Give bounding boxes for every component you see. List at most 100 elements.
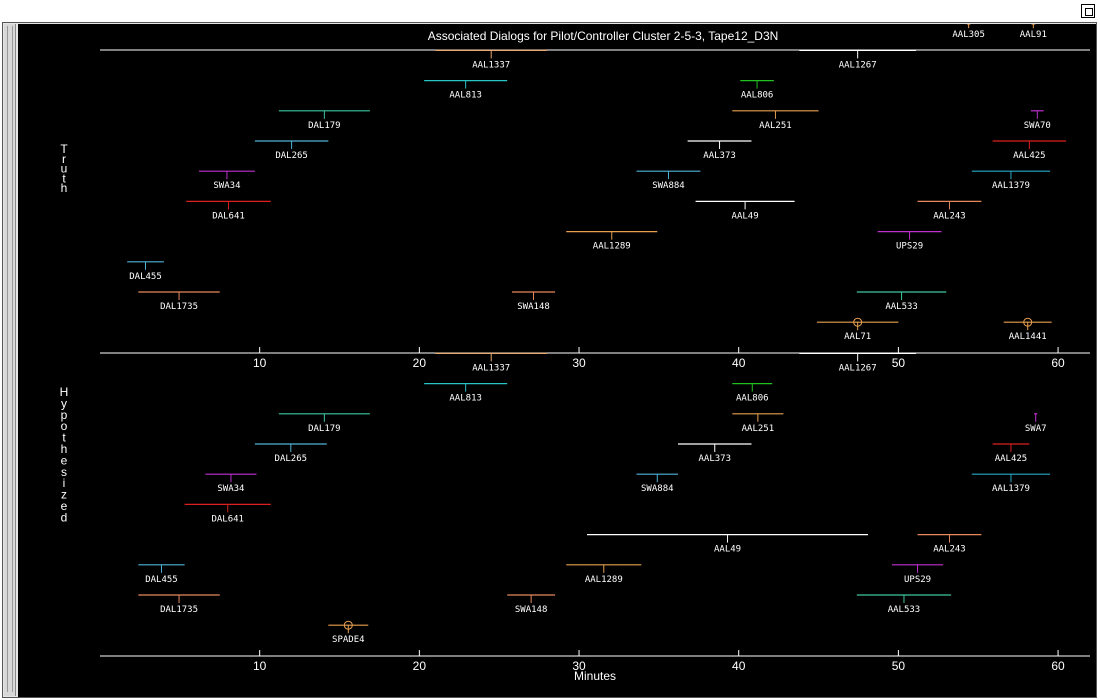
panel-label-letter: r [62, 152, 66, 166]
dialog-interval: SWA34 [205, 473, 257, 494]
dialog-interval: AAL305 [952, 24, 985, 40]
dialog-interval: DAL179 [278, 413, 370, 434]
x-tick-label: 20 [413, 659, 427, 673]
dialog-interval: AAL243 [917, 200, 982, 221]
interval-label: AAL533 [885, 302, 918, 312]
interval-label: DAL641 [211, 514, 244, 524]
interval-label: SWA7 [1025, 424, 1047, 434]
interval-label: DAL455 [129, 272, 162, 282]
chart-background [18, 24, 1096, 697]
interval-label: AAL806 [736, 394, 769, 404]
panel-label-letter: e [61, 499, 68, 513]
interval-label: DAL1735 [160, 605, 198, 615]
panel-label-letter: u [61, 162, 68, 176]
interval-label: AAL1267 [839, 363, 877, 373]
interval-marker-circle [1023, 317, 1033, 327]
interval-label: AAL243 [933, 545, 966, 555]
interval-label: AAL1441 [1009, 332, 1047, 342]
interval-label: AAL425 [995, 454, 1028, 464]
interval-label: DAL265 [275, 454, 308, 464]
x-tick-label: 10 [253, 659, 267, 673]
interval-label: AAL91 [1020, 30, 1047, 40]
interval-label: AAL373 [703, 151, 736, 161]
dialog-interval: DAL1735 [138, 291, 220, 312]
x-tick-label: 10 [253, 356, 267, 370]
interval-label: AAL425 [1013, 151, 1046, 161]
x-tick-label: 40 [732, 659, 746, 673]
dialog-interval: AAL49 [695, 200, 795, 221]
interval-label: DAL641 [212, 211, 245, 221]
interval-marker-circle [853, 317, 863, 327]
dialog-interval: AAL1379 [971, 170, 1051, 191]
interval-label: AAL71 [844, 332, 871, 342]
interval-label: DAL179 [308, 121, 341, 131]
interval-label: AAL533 [888, 605, 921, 615]
interval-label: AAL243 [933, 211, 966, 221]
dialog-interval: SPADE4 [328, 620, 369, 645]
interval-label: AAL1267 [839, 60, 877, 70]
dialog-interval: AAL373 [687, 140, 752, 161]
dialog-interval: AAL251 [732, 413, 784, 434]
dialog-interval: AAL1441 [1003, 317, 1052, 342]
interval-marker-circle [343, 620, 353, 630]
panel-label-letter: e [61, 453, 68, 467]
interval-label: AAL373 [699, 454, 732, 464]
x-tick-label: 50 [892, 356, 906, 370]
x-tick-label: 40 [732, 356, 746, 370]
panel-label-letter: y [61, 396, 67, 410]
dialog-interval: AAL91 [1020, 24, 1047, 40]
interval-label: AAL1289 [593, 242, 631, 252]
dialog-interval: AAL533 [856, 291, 947, 312]
panel-label-letter: T [60, 142, 68, 156]
interval-label: SWA148 [515, 605, 548, 615]
dialog-timeline-chart: Associated Dialogs for Pilot/Controller … [18, 24, 1096, 697]
interval-label: DAL1735 [160, 302, 198, 312]
dialog-interval: AAL813 [424, 79, 508, 101]
dialog-interval: SWA884 [636, 473, 679, 494]
dialog-interval: AAL49 [587, 534, 869, 555]
dialog-interval: AAL251 [732, 110, 819, 131]
dialog-interval: AAL373 [678, 443, 752, 464]
panel-label-letter: h [61, 442, 68, 456]
panel-label-letter: t [62, 171, 66, 185]
chart-panels: 10 20 30 40 50 60TruthDAL455DAL1735DAL641SWA3… [60, 24, 1090, 673]
dialog-interval: AAL71 [816, 317, 899, 342]
interval-label: AAL1289 [585, 575, 623, 585]
interval-label: AAL813 [449, 394, 482, 404]
panel-label-letter: o [61, 419, 68, 433]
chart-title: Associated Dialogs for Pilot/Controller … [428, 29, 779, 43]
interval-label: AAL1337 [472, 363, 510, 373]
dialog-interval: DAL641 [184, 503, 271, 524]
dialog-interval: DAL265 [254, 443, 327, 464]
dialog-interval: AAL533 [856, 594, 952, 615]
interval-label: AAL806 [741, 91, 774, 101]
interval-label: DAL455 [145, 575, 178, 585]
x-axis-label: Minutes [574, 669, 616, 683]
interval-label: AAL1379 [992, 484, 1030, 494]
dialog-interval: SWA884 [636, 170, 701, 191]
panel-hypothesized: 10 20 30 40 50 60HypothesizedSPADE4DAL1735DAL… [60, 352, 1090, 673]
interval-label: DAL265 [275, 151, 308, 161]
dialog-interval: AAL806 [732, 383, 773, 404]
dialog-interval: UPS29 [877, 231, 942, 252]
x-tick-label: 30 [572, 356, 586, 370]
dialog-interval: SWA148 [511, 291, 556, 312]
panel-label-letter: d [61, 510, 68, 524]
interval-label: AAL305 [952, 30, 985, 40]
dialog-interval: SWA34 [199, 170, 255, 191]
dialog-interval: SWA70 [1024, 110, 1051, 131]
panel-label-letter: p [61, 408, 68, 422]
interval-label: AAL49 [714, 545, 741, 555]
panel-label-letter: t [62, 431, 66, 445]
dialog-interval: AAL806 [740, 79, 774, 101]
interval-label: AAL49 [732, 211, 759, 221]
window-maximize-button[interactable] [1081, 4, 1095, 18]
panel-label-letter: s [61, 465, 67, 479]
dialog-interval: AAL1267 [799, 352, 916, 373]
dialog-interval: AAL1337 [435, 352, 548, 373]
interval-label: SWA884 [652, 181, 685, 191]
scrollbar[interactable] [4, 24, 16, 696]
interval-label: AAL251 [759, 121, 792, 131]
x-tick-label: 20 [413, 356, 427, 370]
dialog-interval: DAL641 [186, 200, 271, 221]
